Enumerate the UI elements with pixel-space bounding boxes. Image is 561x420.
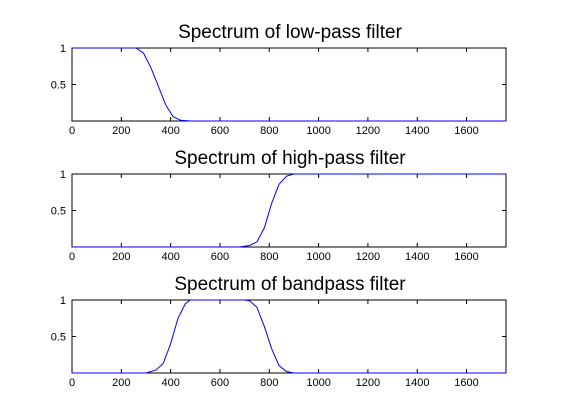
- y-tick-label: 0.5: [51, 80, 66, 92]
- plot-title: Spectrum of high-pass filter: [174, 148, 406, 169]
- axes-box: [72, 48, 506, 121]
- x-tick-label: 1200: [356, 125, 380, 137]
- x-tick-label: 400: [161, 125, 179, 137]
- y-tick-label: 1: [60, 169, 66, 181]
- y-tick-label: 0.5: [51, 332, 66, 344]
- plot-title: Spectrum of bandpass filter: [174, 274, 406, 295]
- y-tick-label: 1: [60, 43, 66, 55]
- x-tick-label: 1400: [405, 251, 429, 263]
- subplot-low-pass: Spectrum of low-pass filter 0 200 400 600 80…: [51, 22, 506, 137]
- x-tick-label: 1000: [306, 125, 330, 137]
- x-tick-label: 0: [69, 377, 75, 389]
- x-tick-label: 800: [260, 125, 278, 137]
- subplot-high-pass: Spectrum of high-pass filter 0 200 400 600 8…: [51, 148, 506, 263]
- x-tick-label: 1200: [356, 251, 380, 263]
- y-tick-label: 0.5: [51, 206, 66, 218]
- x-tick-label: 600: [211, 377, 229, 389]
- x-tick-label: 0: [69, 125, 75, 137]
- x-tick-label: 400: [161, 251, 179, 263]
- x-tick-label: 200: [112, 251, 130, 263]
- x-tick-label: 200: [112, 377, 130, 389]
- plot-title: Spectrum of low-pass filter: [178, 22, 403, 43]
- x-tick-label: 1400: [405, 125, 429, 137]
- x-tick-label: 1000: [306, 251, 330, 263]
- x-tick-label: 200: [112, 125, 130, 137]
- axes-box: [72, 174, 506, 247]
- x-tick-label: 800: [260, 251, 278, 263]
- x-tick-label: 1200: [356, 377, 380, 389]
- x-tick-label: 400: [161, 377, 179, 389]
- x-tick-label: 800: [260, 377, 278, 389]
- subplot-bandpass: Spectrum of bandpass filter 0 200 400 600 80…: [51, 274, 506, 389]
- x-tick-label: 600: [211, 251, 229, 263]
- axes-box: [72, 300, 506, 373]
- x-tick-label: 1600: [454, 377, 478, 389]
- x-tick-label: 1000: [306, 377, 330, 389]
- x-tick-label: 1600: [454, 251, 478, 263]
- y-tick-label: 1: [60, 295, 66, 307]
- x-tick-label: 0: [69, 251, 75, 263]
- x-tick-label: 1400: [405, 377, 429, 389]
- x-tick-label: 1600: [454, 125, 478, 137]
- x-tick-label: 600: [211, 125, 229, 137]
